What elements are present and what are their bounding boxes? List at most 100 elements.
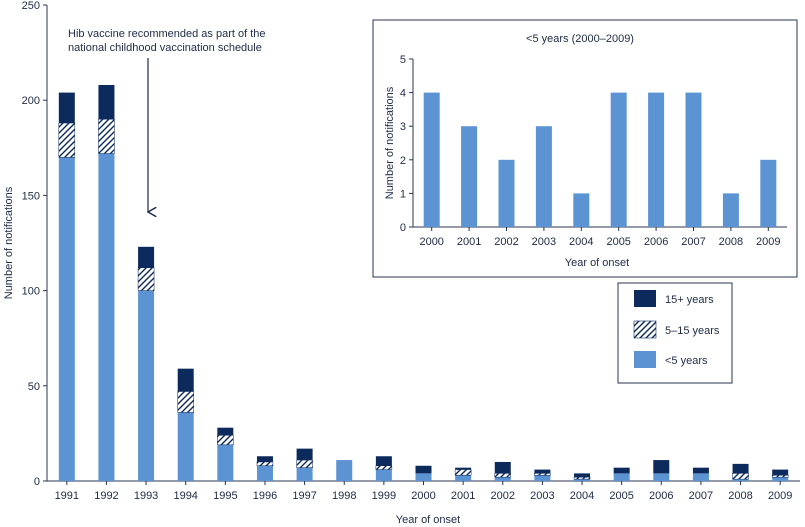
bar-segment-15plus bbox=[574, 473, 591, 478]
main-x-tick-label: 2002 bbox=[491, 490, 515, 502]
bar-segment-under5 bbox=[613, 473, 630, 481]
inset-x-tick-label: 2002 bbox=[494, 236, 518, 248]
main-x-tick-label: 2005 bbox=[609, 490, 633, 502]
main-x-tick-label: 1999 bbox=[372, 490, 396, 502]
main-x-tick-label: 1991 bbox=[55, 490, 79, 502]
main-y-ticks: 0 50 100 150 200 250 bbox=[22, 0, 47, 488]
bar-segment-15plus bbox=[732, 463, 749, 474]
main-x-axis-label: Year of onset bbox=[396, 514, 460, 526]
bar-segment-5-15 bbox=[98, 118, 115, 154]
inset-bar bbox=[610, 92, 627, 227]
inset-x-tick-label: 2001 bbox=[457, 236, 481, 248]
bar-segment-5-15 bbox=[296, 459, 313, 468]
bar-segment-5-15 bbox=[732, 473, 749, 480]
inset-bar bbox=[685, 92, 702, 227]
main-bars bbox=[58, 84, 789, 481]
bar-segment-under5 bbox=[336, 460, 353, 481]
bar-segment-15plus bbox=[772, 469, 789, 476]
bar-segment-15plus bbox=[177, 368, 194, 392]
bar-segment-under5 bbox=[494, 477, 511, 481]
inset-bar bbox=[498, 159, 515, 227]
bar-segment-under5 bbox=[692, 473, 709, 481]
annotation-line-2: national childhood vaccination schedule bbox=[68, 42, 262, 54]
legend-swatch-under5 bbox=[634, 351, 656, 368]
bar-segment-5-15 bbox=[573, 476, 591, 480]
bar-segment-under5 bbox=[732, 479, 749, 481]
bar-segment-under5 bbox=[653, 473, 670, 481]
inset-bars bbox=[423, 92, 777, 227]
inset-x-tick-label: 2003 bbox=[532, 236, 556, 248]
bar-segment-5-15 bbox=[534, 473, 551, 476]
inset-bar bbox=[722, 193, 739, 227]
main-y-axis-label: Number of notifications bbox=[3, 186, 15, 299]
inset-y-ticks: 0 1 2 3 4 5 bbox=[400, 54, 413, 234]
bar-segment-5-15 bbox=[256, 461, 274, 467]
inset-y-tick-label: 2 bbox=[400, 155, 406, 167]
inset-bar bbox=[573, 193, 590, 227]
inset-bar bbox=[461, 126, 478, 227]
inset-chart: <5 years (2000–2009) 0 1 2 3 4 5 2000 2001 2002… bbox=[372, 19, 798, 278]
main-legend: 15+ years 5–15 years <5 years bbox=[617, 282, 733, 384]
inset-x-tick-label: 2007 bbox=[681, 236, 705, 248]
bar-segment-15plus bbox=[653, 460, 670, 474]
bar-segment-15plus bbox=[138, 246, 155, 268]
main-y-tick-label: 0 bbox=[34, 476, 40, 488]
main-x-tick-label: 2008 bbox=[728, 490, 752, 502]
bar-segment-15plus bbox=[415, 465, 432, 474]
bar-segment-15plus bbox=[494, 461, 511, 474]
inset-y-tick-label: 1 bbox=[400, 188, 406, 200]
bar-segment-5-15 bbox=[177, 391, 194, 413]
bar-segment-5-15 bbox=[58, 122, 76, 158]
bar-segment-5-15 bbox=[217, 435, 234, 446]
bar-segment-15plus bbox=[613, 467, 630, 474]
bar-segment-15plus bbox=[534, 469, 551, 474]
inset-bar bbox=[535, 126, 552, 227]
main-x-tick-label: 1998 bbox=[332, 490, 356, 502]
inset-bar bbox=[760, 159, 777, 227]
bar-segment-under5 bbox=[772, 477, 789, 481]
bar-segment-5-15 bbox=[494, 473, 512, 478]
inset-x-axis-label: Year of onset bbox=[565, 257, 629, 269]
bar-segment-under5 bbox=[574, 479, 591, 481]
legend-swatch-5-15 bbox=[633, 320, 657, 339]
inset-y-tick-label: 5 bbox=[400, 54, 406, 66]
bar-segment-5-15 bbox=[771, 475, 789, 478]
bar-segment-15plus bbox=[375, 456, 392, 466]
legend-label-under5: <5 years bbox=[665, 355, 708, 367]
main-y-tick-label: 200 bbox=[22, 95, 40, 107]
main-x-tick-label: 1994 bbox=[173, 490, 197, 502]
bar-segment-15plus bbox=[692, 467, 709, 474]
main-x-tick-label: 1996 bbox=[253, 490, 277, 502]
inset-x-tick-label: 2008 bbox=[719, 236, 743, 248]
main-x-tick-label: 1995 bbox=[213, 490, 237, 502]
legend-swatch-15plus bbox=[634, 290, 656, 307]
inset-x-ticks: 2000 2001 2002 2003 2004 2005 2006 2007 2008 2009 bbox=[419, 227, 781, 248]
bar-segment-under5 bbox=[296, 467, 313, 481]
bar-segment-under5 bbox=[375, 469, 392, 481]
legend-label-5-15: 5–15 years bbox=[665, 325, 720, 337]
main-x-tick-label: 1997 bbox=[292, 490, 316, 502]
inset-y-tick-label: 4 bbox=[400, 88, 406, 100]
bar-segment-15plus bbox=[256, 456, 273, 462]
main-y-tick-label: 100 bbox=[22, 286, 40, 298]
inset-y-axis-label: Number of notifications bbox=[384, 86, 396, 199]
main-x-tick-label: 2009 bbox=[768, 490, 792, 502]
main-x-tick-label: 2000 bbox=[411, 490, 435, 502]
inset-y-tick-label: 3 bbox=[400, 121, 406, 133]
main-x-tick-label: 1993 bbox=[134, 490, 158, 502]
main-x-tick-label: 2001 bbox=[451, 490, 475, 502]
main-x-ticks: 1991 1992 1993 1994 1995 1996 1997 1998 1999 2000… bbox=[55, 481, 792, 502]
inset-x-tick-label: 2009 bbox=[756, 236, 780, 248]
inset-x-tick-label: 2000 bbox=[419, 236, 443, 248]
vaccine-annotation: Hib vaccine recommended as part of the n… bbox=[68, 28, 266, 212]
bar-segment-15plus bbox=[217, 427, 234, 436]
bar-segment-5-15 bbox=[375, 465, 393, 470]
main-y-tick-label: 150 bbox=[22, 190, 40, 202]
legend-label-15plus: 15+ years bbox=[665, 294, 714, 306]
bar-segment-under5 bbox=[217, 444, 234, 481]
inset-bar bbox=[423, 92, 440, 227]
inset-title: <5 years (2000–2009) bbox=[526, 33, 634, 45]
bar-segment-under5 bbox=[58, 157, 75, 481]
